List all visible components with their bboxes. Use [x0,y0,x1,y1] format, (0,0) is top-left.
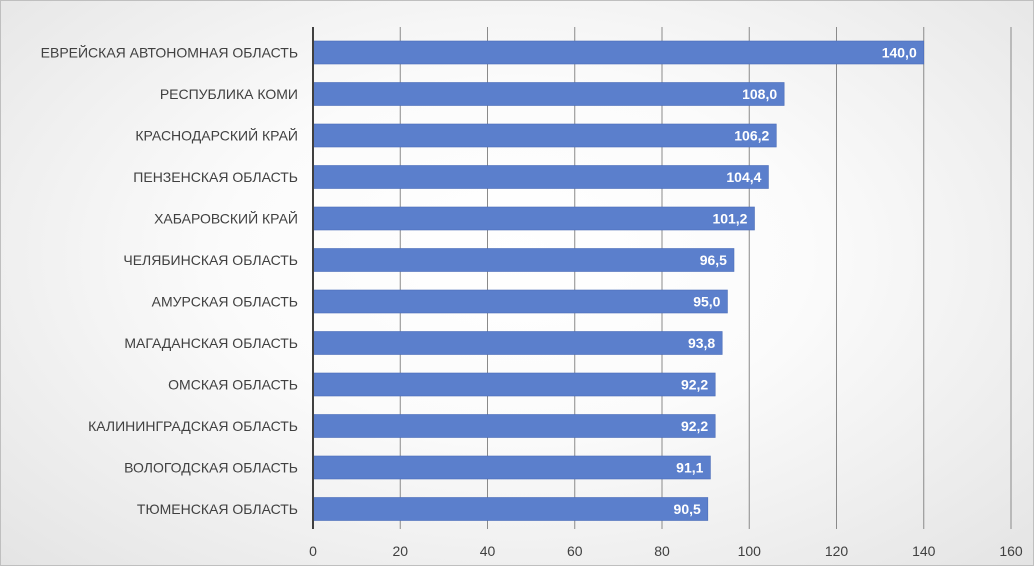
bar [312,40,925,65]
category-label: РЕСПУБЛИКА КОМИ [160,86,298,102]
x-tick-label: 0 [309,543,317,559]
bar [312,497,709,521]
data-label: 106,2 [734,128,769,144]
category-label: КРАСНОДАРСКИЙ КРАЙ [135,127,298,144]
bar [312,414,716,438]
x-tick-label: 40 [480,543,496,559]
bar [312,206,755,231]
x-tick-label: 60 [567,543,583,559]
bar [312,289,728,314]
data-label: 90,5 [674,501,701,517]
data-label: 93,8 [688,335,715,351]
bars [312,40,925,521]
category-label: ТЮМЕНСКАЯ ОБЛАСТЬ [137,501,298,517]
labels: 0 20 40 60 80 100 120 140 160 ЕВРЕЙСКАЯ АВТОНОМНА… [41,44,1023,560]
data-label: 101,2 [712,211,747,227]
data-label: 92,2 [681,377,708,393]
category-label: ОМСКАЯ ОБЛАСТЬ [168,377,298,393]
category-label: ЕВРЕЙСКАЯ АВТОНОМНАЯ ОБЛАСТЬ [41,44,298,61]
category-label: АМУРСКАЯ ОБЛАСТЬ [152,294,298,310]
x-tick-label: 120 [825,543,849,559]
bar [312,165,769,189]
gridlines [399,27,1012,529]
x-tick-label: 80 [654,543,670,559]
x-tick-label: 140 [912,543,936,559]
bar [312,455,711,480]
bar [312,248,735,272]
x-tick-label: 100 [738,543,762,559]
category-label: КАЛИНИНГРАДСКАЯ ОБЛАСТЬ [88,418,298,434]
data-label: 140,0 [882,45,917,61]
data-label: 104,4 [726,169,761,185]
bar [312,331,723,355]
category-label: МАГАДАНСКАЯ ОБЛАСТЬ [124,335,298,351]
x-tick-label: 20 [392,543,408,559]
x-tick-label: 160 [999,543,1023,559]
data-label: 108,0 [742,86,777,102]
data-label: 96,5 [700,252,727,268]
category-label: ВОЛОГОДСКАЯ ОБЛАСТЬ [124,460,298,476]
bar [312,372,716,397]
bar [312,123,777,148]
category-label: ЧЕЛЯБИНСКАЯ ОБЛАСТЬ [123,252,298,268]
category-label: ПЕНЗЕНСКАЯ ОБЛАСТЬ [133,169,298,185]
data-label: 91,1 [676,460,703,476]
bar [312,82,785,106]
data-label: 92,2 [681,418,708,434]
category-label: ХАБАРОВСКИЙ КРАЙ [154,210,298,227]
data-label: 95,0 [693,294,720,310]
